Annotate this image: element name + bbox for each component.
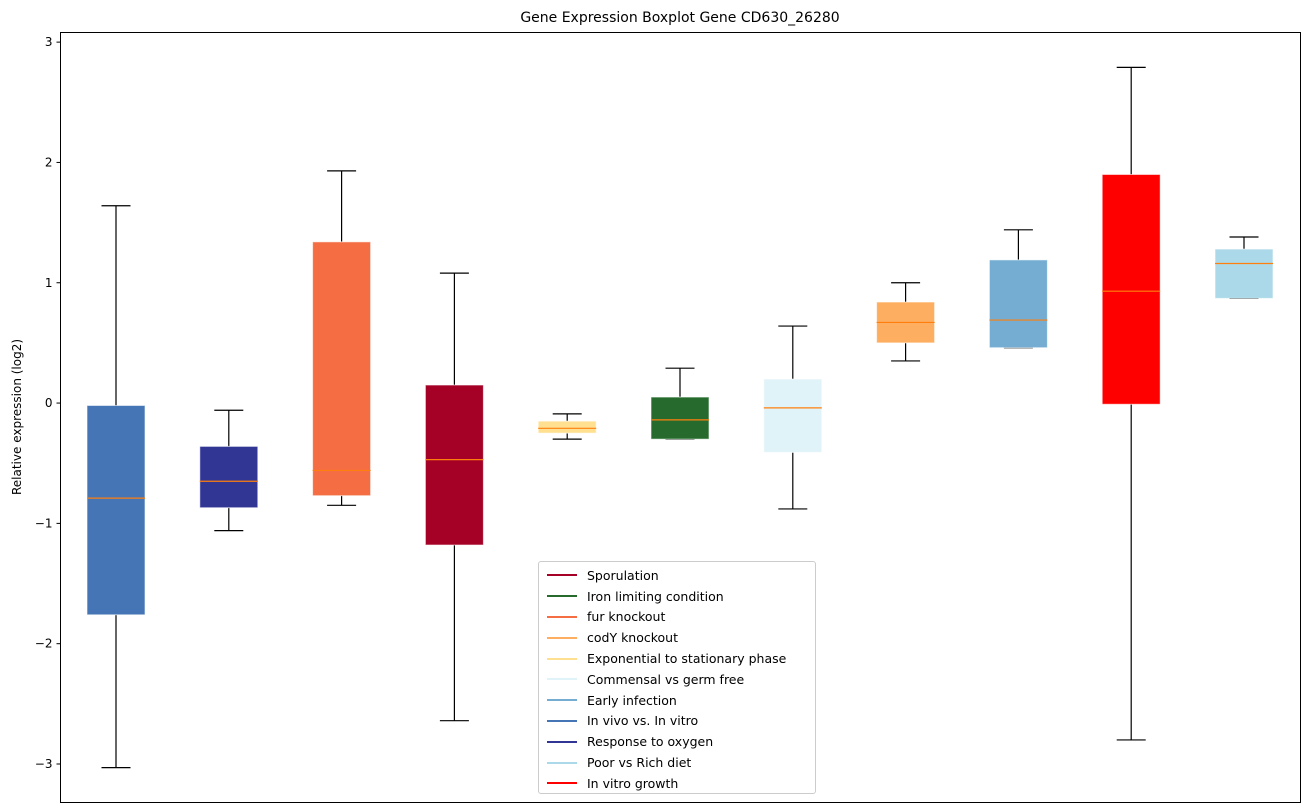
- legend-item: fur knockout: [547, 607, 815, 628]
- legend-label: Early infection: [587, 692, 677, 708]
- box-iqr: [1101, 173, 1161, 405]
- legend-label: Poor vs Rich diet: [587, 755, 692, 771]
- box-iqr: [537, 420, 597, 434]
- legend-swatch: [547, 595, 577, 598]
- legend-swatch: [547, 740, 577, 743]
- legend: Sporulation Iron limiting condition fur kn…: [538, 561, 816, 794]
- legend-swatch: [547, 699, 577, 702]
- y-tick-label: 3: [45, 35, 53, 49]
- legend-item: Exponential to stationary phase: [547, 648, 815, 669]
- box-iqr: [424, 384, 484, 546]
- y-tick-label: 1: [45, 276, 53, 290]
- legend-swatch: [547, 678, 577, 681]
- legend-item: Sporulation: [547, 565, 815, 586]
- legend-item: In vitro growth: [547, 773, 815, 794]
- box-iqr: [1214, 248, 1274, 299]
- legend-item: In vivo vs. In vitro: [547, 711, 815, 732]
- box-cody-knockout: [876, 282, 936, 362]
- legend-swatch: [547, 719, 577, 722]
- legend-label: In vivo vs. In vitro: [587, 713, 699, 729]
- box-iqr: [312, 241, 372, 497]
- y-axis-label: Relative expression (log2): [10, 339, 24, 495]
- box-poor-vs-rich-diet: [1214, 236, 1274, 299]
- legend-swatch: [547, 615, 577, 618]
- legend-label: In vitro growth: [587, 775, 679, 791]
- box-iqr: [199, 445, 259, 509]
- legend-swatch: [547, 574, 577, 577]
- y-tick-label: 0: [45, 396, 53, 410]
- legend-label: codY knockout: [587, 630, 679, 646]
- legend-swatch: [547, 636, 577, 639]
- box-commensal-vs-germ-free: [763, 325, 823, 510]
- legend-item: Response to oxygen: [547, 731, 815, 752]
- legend-item: Commensal vs germ free: [547, 669, 815, 690]
- box-iqr: [86, 404, 146, 616]
- box-response-to-oxygen: [199, 409, 259, 532]
- legend-item: Early infection: [547, 690, 815, 711]
- box-in-vitro-growth: [1101, 66, 1161, 741]
- y-axis-ticks: −3 −2 −1 0 1 2 3: [35, 35, 61, 771]
- boxes-group: [86, 66, 1274, 769]
- box-iron-limiting-condition: [650, 367, 710, 440]
- box-sporulation: [424, 272, 484, 722]
- legend-label: Commensal vs germ free: [587, 671, 745, 687]
- legend-label: Response to oxygen: [587, 734, 714, 750]
- chart-title: Gene Expression Boxplot Gene CD630_26280: [520, 10, 839, 26]
- legend-item: codY knockout: [547, 627, 815, 648]
- y-tick-label: −1: [35, 516, 53, 530]
- legend-label: fur knockout: [587, 609, 666, 625]
- legend-label: Exponential to stationary phase: [587, 651, 787, 667]
- y-tick-label: 2: [45, 155, 53, 169]
- plot-frame: [60, 32, 1301, 803]
- y-tick-label: −2: [35, 637, 53, 651]
- box-in-vivo-vs-in-vitro: [86, 205, 146, 769]
- box-fur-knockout: [312, 170, 372, 506]
- legend-item: Iron limiting condition: [547, 586, 815, 607]
- box-exponential-to-stationary-phase: [537, 413, 597, 440]
- legend-label: Sporulation: [587, 567, 659, 583]
- legend-swatch: [547, 782, 577, 785]
- legend-swatch: [547, 657, 577, 660]
- y-tick-label: −3: [35, 757, 53, 771]
- legend-label: Iron limiting condition: [587, 588, 724, 604]
- legend-item: Poor vs Rich diet: [547, 752, 815, 773]
- box-iqr: [988, 259, 1048, 349]
- box-iqr: [763, 378, 823, 453]
- box-iqr: [650, 396, 710, 440]
- legend-swatch: [547, 761, 577, 764]
- box-early-infection: [988, 229, 1048, 349]
